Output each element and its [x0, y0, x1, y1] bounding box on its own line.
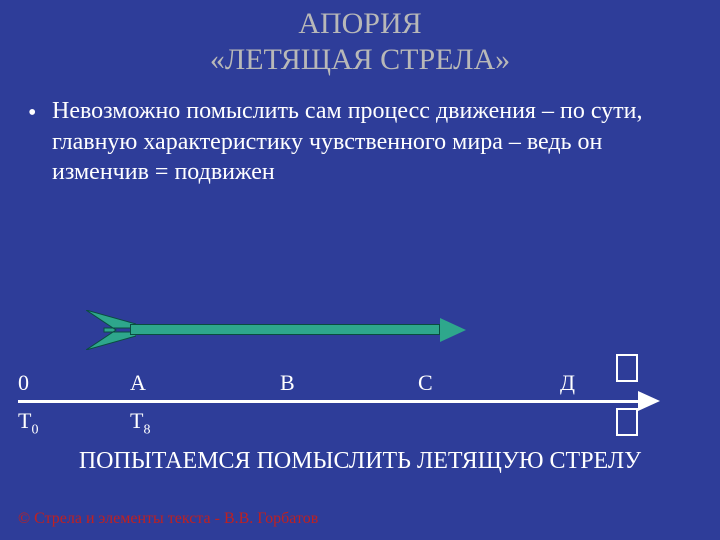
arrow-shaft: [130, 324, 440, 335]
arrow-head-icon: [440, 318, 466, 342]
axis-upper-label: Д: [560, 370, 575, 396]
bullet-marker: •: [28, 96, 52, 129]
slide-title: АПОРИЯ «ЛЕТЯЩАЯ СТРЕЛА»: [0, 0, 720, 78]
axis-upper-label: А: [130, 370, 146, 396]
number-line: [18, 400, 638, 403]
axis-upper-label: В: [280, 370, 295, 396]
title-line-2: «ЛЕТЯЩАЯ СТРЕЛА»: [210, 43, 510, 76]
bullet-text: Невозможно помыслить сам процесс движени…: [52, 96, 692, 188]
target-marker: [616, 354, 638, 382]
copyright-credit: © Стрела и элементы текста - В.В. Горбат…: [18, 510, 318, 528]
target-marker: [616, 408, 638, 436]
bullet-item: • Невозможно помыслить сам процесс движе…: [28, 96, 692, 188]
axis-lower-label: Т0: [18, 408, 38, 438]
axis-upper-label: С: [418, 370, 433, 396]
body-area: • Невозможно помыслить сам процесс движе…: [0, 78, 720, 188]
axis-upper-label: 0: [18, 370, 29, 396]
number-line-arrowhead-icon: [638, 391, 660, 411]
arrow-diagram: 0 А В С Д Т0 Т8 ПОПЫТАЕМСЯ ПОМЫСЛИТЬ ЛЕТЯЩУЮ …: [0, 280, 720, 480]
diagram-caption: ПОПЫТАЕМСЯ ПОМЫСЛИТЬ ЛЕТЯЩУЮ СТРЕЛУ: [0, 448, 720, 475]
axis-lower-label: Т8: [130, 408, 150, 438]
arrow-fletching: [86, 310, 136, 350]
title-line-1: АПОРИЯ: [298, 7, 421, 40]
